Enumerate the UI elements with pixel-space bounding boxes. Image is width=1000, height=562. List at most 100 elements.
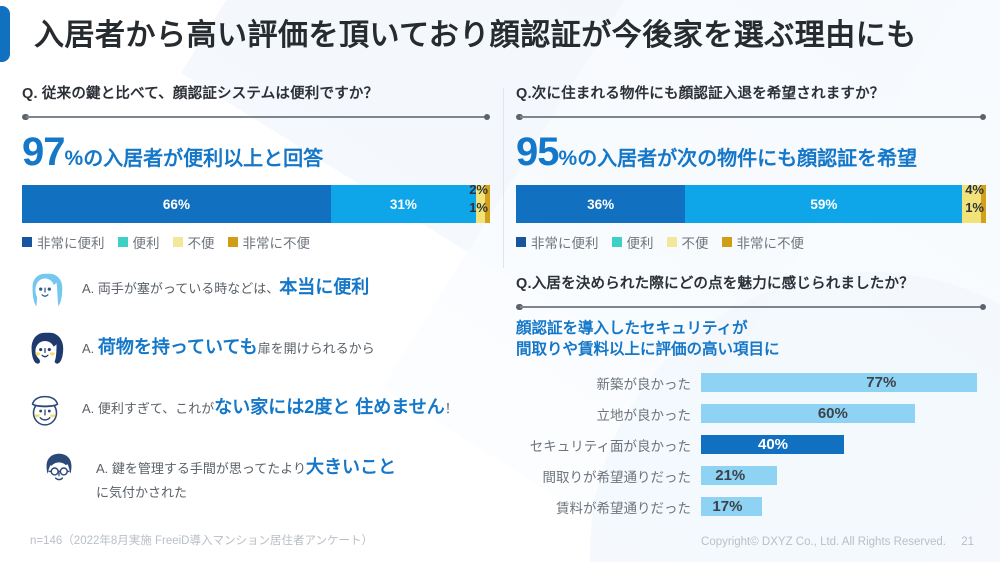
chart-row-label: 間取りが希望通りだった — [542, 469, 692, 485]
bar-segment-convenient: 31% — [330, 185, 476, 223]
left-headline-percent: % — [64, 147, 84, 170]
legend-label: 便利 — [626, 236, 654, 251]
footer-right: Copyright© DXYZ Co., Ltd. All Rights Res… — [701, 536, 974, 548]
left-headline: 97%の入居者が便利以上と回答 — [22, 130, 490, 175]
bar-label-inconvenient: 4% — [965, 182, 984, 197]
testimonial-prefix: A. 両手が塞がっている時などは、 — [82, 281, 280, 296]
bar-label-inconvenient: 2% — [469, 182, 488, 197]
legend-swatch-icon — [172, 237, 183, 247]
right-question-2: Q.入居を決められた際にどの点を魅力に感じられましたか？ — [516, 276, 914, 292]
chart-bar-value: 40% — [758, 436, 789, 453]
legend-swatch-icon — [516, 237, 526, 247]
legend-item-very-convenient: 非常に便利 — [516, 232, 599, 252]
chart-row-track: 21% — [701, 466, 986, 485]
chart-row: 新築が良かった 77% — [516, 369, 986, 396]
chart-bar — [701, 373, 978, 392]
bar-label-very-inconvenient: 1% — [965, 200, 984, 215]
legend-label: 不便 — [681, 236, 709, 251]
right-column: Q.次に住まれる物件にも顔認証入退を希望されますか？ 95%の入居者が次の物件に… — [516, 82, 986, 524]
attraction-bar-chart: 新築が良かった 77% 立地が良かった 60% セキュリティ面が良かった 40% — [516, 369, 986, 520]
title-accent-bar — [0, 6, 10, 62]
legend-item-very-convenient: 非常に便利 — [22, 232, 105, 252]
chart-row: 立地が良かった 60% — [516, 400, 986, 427]
testimonial-highlight: 本当に便利 — [279, 277, 370, 297]
chart-bar-value: 60% — [817, 405, 848, 422]
legend-swatch-icon — [117, 237, 128, 247]
testimonial-prefix: A. 鍵を管理する手間が思ってたより — [96, 461, 306, 476]
column-divider — [503, 88, 504, 268]
right-rule — [516, 112, 986, 122]
chart-row: 間取りが希望通りだった 21% — [516, 462, 986, 489]
testimonial-suffix: に気付かされた — [96, 485, 188, 500]
rule-line — [26, 116, 486, 118]
testimonial-prefix: A. 便利すぎて、これが — [82, 401, 215, 416]
bar-segment-inconvenient — [962, 185, 982, 223]
testimonial-list: A. 両手が塞がっている時などは、本当に便利 A. 荷物を持っていても扉を開けら… — [22, 268, 490, 505]
subheading-line-2: 間取りや賃料以上に評価の高い項目に — [516, 341, 780, 358]
legend-item-convenient: 便利 — [117, 232, 160, 252]
left-headline-rest: の入居者が便利以上と回答 — [83, 148, 324, 170]
legend-item-convenient: 便利 — [611, 232, 654, 252]
bar-segment-very-inconvenient — [485, 185, 490, 223]
legend-label: 非常に不便 — [736, 236, 805, 251]
legend-label: 非常に不便 — [242, 236, 311, 251]
right-subheading: 顔認証を導入したセキュリティが 間取りや賃料以上に評価の高い項目に — [516, 318, 986, 360]
testimonial-prefix: A. — [82, 341, 98, 356]
chart-row-track: 60% — [701, 404, 986, 423]
right-legend: 非常に便利 便利 不便 非常に不便 — [516, 232, 986, 252]
rule-dot-right — [483, 113, 490, 120]
right-headline-rest: の入居者が次の物件にも顔認証を希望 — [577, 148, 918, 170]
right-stacked-bar: 36% 59% 4% 1% — [516, 182, 986, 223]
avatar-man-glasses-icon — [46, 453, 72, 484]
rule-line — [520, 306, 982, 308]
footer-page-number: 21 — [961, 536, 974, 548]
legend-item-very-inconvenient: 非常に不便 — [721, 232, 805, 252]
avatar-woman-long-hair-icon — [32, 273, 63, 307]
testimonial-suffix: 扉を開けられるから — [257, 341, 375, 356]
avatar-woman-bob-hair-icon — [31, 332, 64, 364]
testimonial-text: A. 両手が塞がっている時などは、本当に便利 — [82, 268, 369, 301]
legend-label: 非常に便利 — [531, 236, 599, 251]
testimonial-item: A. 便利すぎて、これがない家には2度と 住めません！ — [22, 388, 490, 434]
left-stacked-bar: 66% 31% 2% 1% — [22, 182, 490, 223]
testimonial-highlight: 大きいこと — [306, 457, 396, 477]
chart-bar-value: 17% — [712, 498, 743, 515]
testimonial-item: A. 荷物を持っていても扉を開けられるから — [22, 328, 490, 374]
rule-dot-left — [516, 113, 523, 120]
rule-line — [520, 116, 982, 118]
bar-segment-very-inconvenient — [981, 185, 986, 223]
legend-label: 不便 — [187, 236, 215, 251]
legend-item-very-inconvenient: 非常に不便 — [227, 232, 311, 252]
legend-swatch-icon — [227, 237, 238, 247]
testimonial-item: A. 両手が塞がっている時などは、本当に便利 — [22, 268, 490, 314]
footer-note: n=146（2022年8月実施 FreeiD導入マンション居住者アンケート） — [30, 535, 374, 547]
avatar-older-man-icon — [31, 395, 59, 426]
page-title: 入居者から高い評価を頂いており顔認証が今後家を選ぶ理由にも — [34, 19, 917, 52]
chart-bar-value: 77% — [866, 374, 897, 391]
chart-bar — [701, 497, 763, 516]
left-headline-number: 97 — [22, 130, 65, 174]
right-headline-number: 95 — [516, 130, 559, 174]
chart-row-label: セキュリティ面が良かった — [529, 438, 691, 454]
bar-label-very-inconvenient: 1% — [469, 200, 488, 215]
left-legend: 非常に便利 便利 不便 非常に不便 — [22, 232, 490, 252]
left-column: Q. 従来の鍵と比べて、顔認証システムは便利ですか？ 97%の入居者が便利以上と… — [22, 82, 490, 519]
left-rule — [22, 112, 490, 122]
chart-row-track: 77% — [701, 373, 986, 392]
chart-row: 賃料が希望通りだった 17% — [516, 493, 986, 520]
rule-dot-left — [22, 113, 29, 120]
bar-segment-very-convenient: 36% — [516, 185, 686, 223]
bar-segment-inconvenient — [475, 185, 486, 223]
left-question: Q. 従来の鍵と比べて、顔認証システムは便利ですか？ — [22, 86, 379, 102]
testimonial-text: A. 荷物を持っていても扉を開けられるから — [82, 328, 375, 361]
legend-swatch-icon — [721, 237, 732, 247]
testimonial-item: A. 鍵を管理する手間が思ってたより大きいこと に気付かされた — [22, 448, 490, 505]
right-headline-percent: % — [558, 147, 578, 170]
legend-swatch-icon — [22, 237, 32, 247]
rule-dot-right — [979, 303, 986, 310]
rule-dot-right — [979, 113, 986, 120]
testimonial-suffix: ！ — [444, 401, 458, 416]
chart-row-label: 立地が良かった — [596, 407, 692, 423]
legend-label: 便利 — [132, 236, 160, 251]
